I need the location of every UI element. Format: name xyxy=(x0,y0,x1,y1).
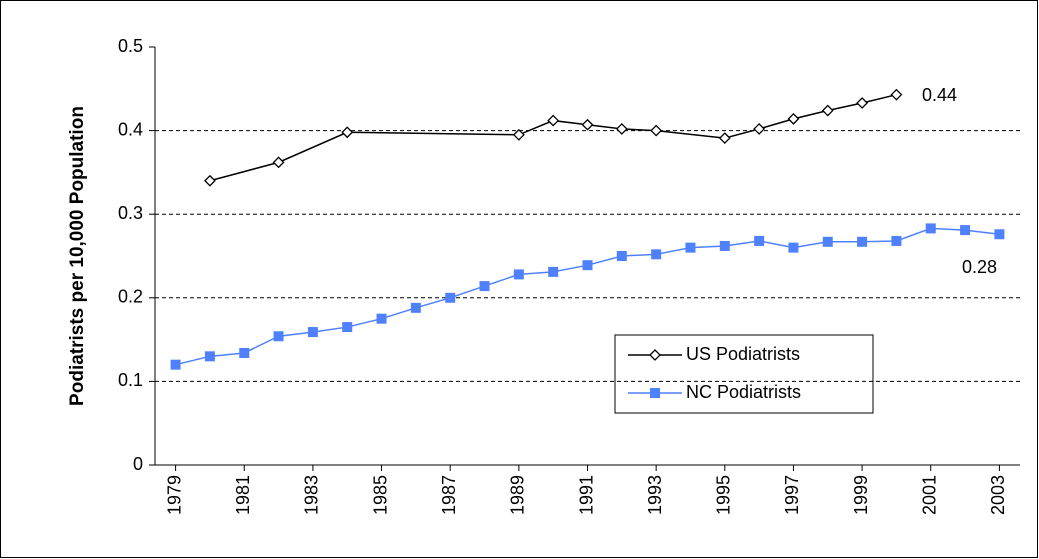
annotation: 0.28 xyxy=(962,257,997,277)
point xyxy=(582,260,593,271)
x-tick-label: 1983 xyxy=(302,475,322,515)
point xyxy=(513,269,524,280)
point xyxy=(204,174,216,187)
y-tick-label: 0.3 xyxy=(118,203,143,223)
x-tick-label: 2003 xyxy=(988,475,1008,515)
y-tick-label: 0.5 xyxy=(118,36,143,56)
point xyxy=(651,249,662,260)
point xyxy=(788,242,799,253)
point xyxy=(719,240,730,251)
x-tick-label: 1989 xyxy=(508,475,528,515)
point xyxy=(342,322,353,333)
point xyxy=(856,97,869,109)
point xyxy=(239,347,250,358)
point xyxy=(170,359,181,370)
point xyxy=(890,88,903,101)
y-tick-label: 0.4 xyxy=(118,119,143,139)
legend-marker xyxy=(650,388,660,398)
x-tick-label: 1995 xyxy=(714,475,734,515)
point xyxy=(994,229,1005,240)
x-tick-label: 1987 xyxy=(439,475,459,515)
point xyxy=(615,123,628,135)
point xyxy=(410,302,421,313)
legend-box xyxy=(614,334,874,414)
point xyxy=(204,351,215,362)
point xyxy=(273,331,284,342)
point xyxy=(857,236,868,247)
series-line xyxy=(209,93,897,182)
x-tick-label: 1997 xyxy=(782,475,802,515)
point xyxy=(753,123,766,135)
point xyxy=(925,223,936,234)
y-tick-label: 0 xyxy=(133,454,143,474)
point xyxy=(445,292,456,303)
point xyxy=(479,281,490,292)
point xyxy=(547,114,560,127)
point xyxy=(307,327,318,338)
point xyxy=(272,156,285,169)
point xyxy=(548,266,559,277)
x-tick-label: 1985 xyxy=(370,475,390,515)
point xyxy=(960,225,971,236)
y-tick-label: 0.2 xyxy=(118,287,143,307)
legend-label: NC Podiatrists xyxy=(686,382,801,402)
point xyxy=(822,236,833,247)
legend-label: US Podiatrists xyxy=(686,344,800,364)
point xyxy=(616,251,627,261)
legend-marker xyxy=(649,349,661,361)
x-tick-label: 2001 xyxy=(920,475,940,515)
point xyxy=(718,132,731,145)
annotation: 0.44 xyxy=(922,85,957,105)
point xyxy=(341,126,354,139)
x-tick-label: 1979 xyxy=(164,475,184,515)
point xyxy=(650,124,663,137)
x-tick-label: 1991 xyxy=(576,475,596,515)
point xyxy=(512,128,525,141)
point xyxy=(891,235,902,246)
point xyxy=(685,242,696,253)
x-tick-label: 1981 xyxy=(233,475,253,515)
point xyxy=(581,118,594,131)
point xyxy=(754,235,765,246)
x-tick-label: 1999 xyxy=(851,475,871,515)
point xyxy=(821,104,834,117)
point xyxy=(787,112,800,125)
x-tick-label: 1993 xyxy=(645,475,665,515)
y-axis-label: Podiatrists per 10,000 Population xyxy=(67,106,88,406)
y-tick-label: 0.1 xyxy=(118,370,143,390)
point xyxy=(376,313,387,324)
